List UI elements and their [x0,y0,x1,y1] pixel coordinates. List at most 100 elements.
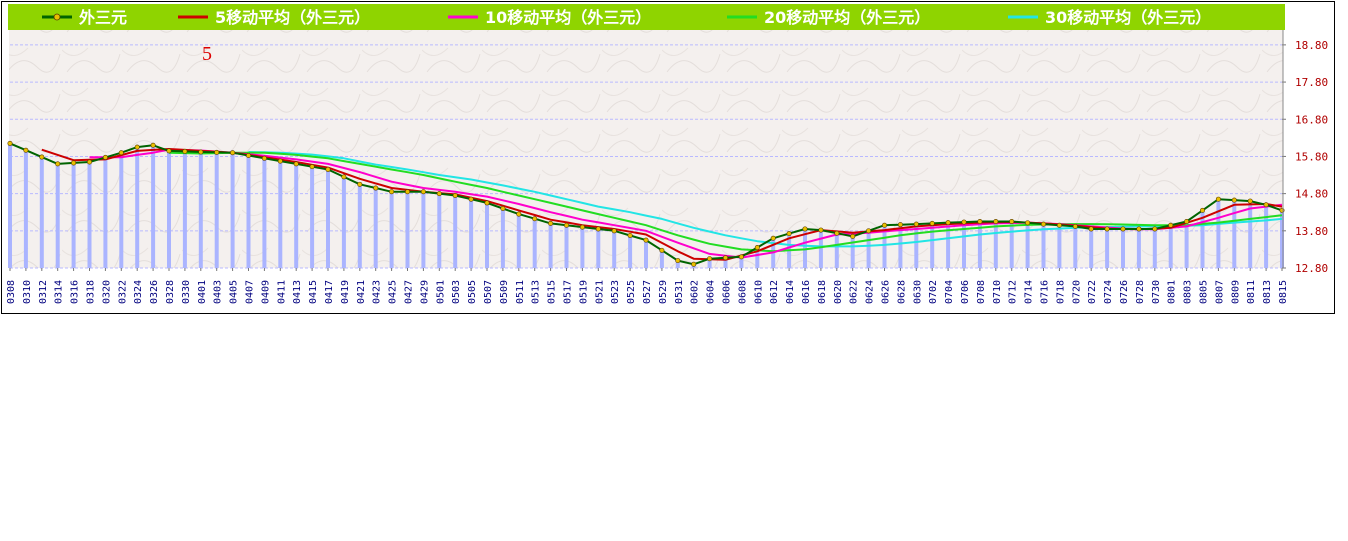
volume-bar [930,223,935,268]
x-tick-label: 0813 [1262,280,1273,304]
x-tick-label: 0722 [1087,280,1098,304]
price-point [468,196,474,202]
volume-bar [882,225,887,268]
x-tick-label: 0606 [722,280,733,304]
x-tick-label: 0604 [706,280,717,304]
price-point [325,166,331,172]
x-tick-label: 0429 [419,280,430,304]
volume-bar [182,151,187,268]
y-tick-label: 17.80 [1295,76,1328,89]
price-point [134,144,140,150]
x-tick-label: 0626 [881,280,892,304]
volume-bar [326,169,330,268]
volume-bar [755,247,760,268]
x-tick-label: 0724 [1103,280,1114,304]
x-tick-label: 0505 [467,280,478,304]
x-tick-label: 0525 [626,280,637,304]
price-point [977,219,983,225]
price-point [1009,219,1015,225]
x-tick-label: 0423 [372,280,383,304]
volume-bar [357,184,362,268]
price-point [786,231,792,237]
x-tick-label: 0519 [578,280,589,304]
volume-bar [39,157,44,268]
volume-bar [500,208,505,268]
legend-label: 10移动平均（外三元） [485,8,651,27]
price-point [102,154,108,160]
volume-bar [1025,222,1030,268]
legend-label: 外三元 [78,8,127,27]
volume-bar [898,224,903,268]
price-point [214,149,220,155]
x-tick-label: 0413 [292,280,303,304]
x-tick-label: 0811 [1246,280,1257,304]
volume-bar [1057,225,1062,268]
price-point [182,148,188,154]
x-tick-label: 0328 [165,280,176,304]
price-point [722,255,728,261]
volume-bar [405,191,410,268]
volume-bar [723,257,728,268]
volume-bar [310,166,315,268]
volume-bar [151,145,156,268]
price-point [1120,226,1126,232]
x-tick-label: 0708 [976,280,987,304]
x-tick-label: 0712 [1008,280,1019,304]
x-tick-label: 0509 [499,280,510,304]
volume-bar [421,191,426,268]
x-tick-label: 0330 [181,280,192,304]
price-point [293,161,299,167]
volume-bar [198,151,203,268]
volume-bar [87,162,92,268]
price-point [309,164,315,170]
price-point [1200,207,1206,213]
price-point [913,221,919,227]
price-point [643,237,649,243]
volume-bar [55,163,60,268]
volume-bar [675,260,680,268]
price-point [484,200,490,206]
price-point [436,191,442,197]
x-tick-label: 0612 [769,280,780,304]
volume-bar [564,225,569,268]
volume-bar [341,176,346,268]
x-tick-label: 0421 [356,280,367,304]
price-point [945,220,951,226]
volume-bar [1105,228,1110,268]
x-tick-label: 0610 [753,280,764,304]
volume-bar [1009,221,1014,268]
price-point [1025,220,1031,226]
price-moving-average-chart: 12.80 13.80 14.80 15.80 16.80 17.80 18.80 0308… [6,4,1328,304]
volume-bar [1216,199,1221,268]
x-tick-label: 0616 [801,280,812,304]
volume-bar [373,188,378,268]
y-tick-label: 13.80 [1295,225,1328,238]
x-tick-label: 0801 [1167,280,1178,304]
x-tick-label: 0720 [1071,280,1082,304]
price-point [39,154,45,160]
x-tick-label: 0310 [22,280,33,304]
x-tick-label: 0602 [690,280,701,304]
volume-bar [469,199,474,268]
volume-bar [962,222,966,268]
volume-bar [1041,224,1046,268]
series-line-3 [168,151,1283,253]
price-point [1184,219,1190,225]
volume-bar [103,157,108,268]
x-tick-label: 0407 [245,280,256,304]
volume-bar [548,223,553,268]
price-point [754,245,760,251]
price-point [1263,202,1269,208]
volume-bar [278,161,283,268]
price-point [563,222,569,228]
price-point [961,219,967,225]
x-tick-label: 0401 [197,280,208,304]
x-tick-label: 0716 [1040,280,1051,304]
x-tick-label: 0326 [149,280,160,304]
price-point [277,158,283,164]
volume-bar [135,147,140,268]
x-tick-label: 0630 [912,280,923,304]
price-point [1104,226,1110,232]
price-point [1088,226,1094,232]
y-tick-label: 14.80 [1295,188,1328,201]
